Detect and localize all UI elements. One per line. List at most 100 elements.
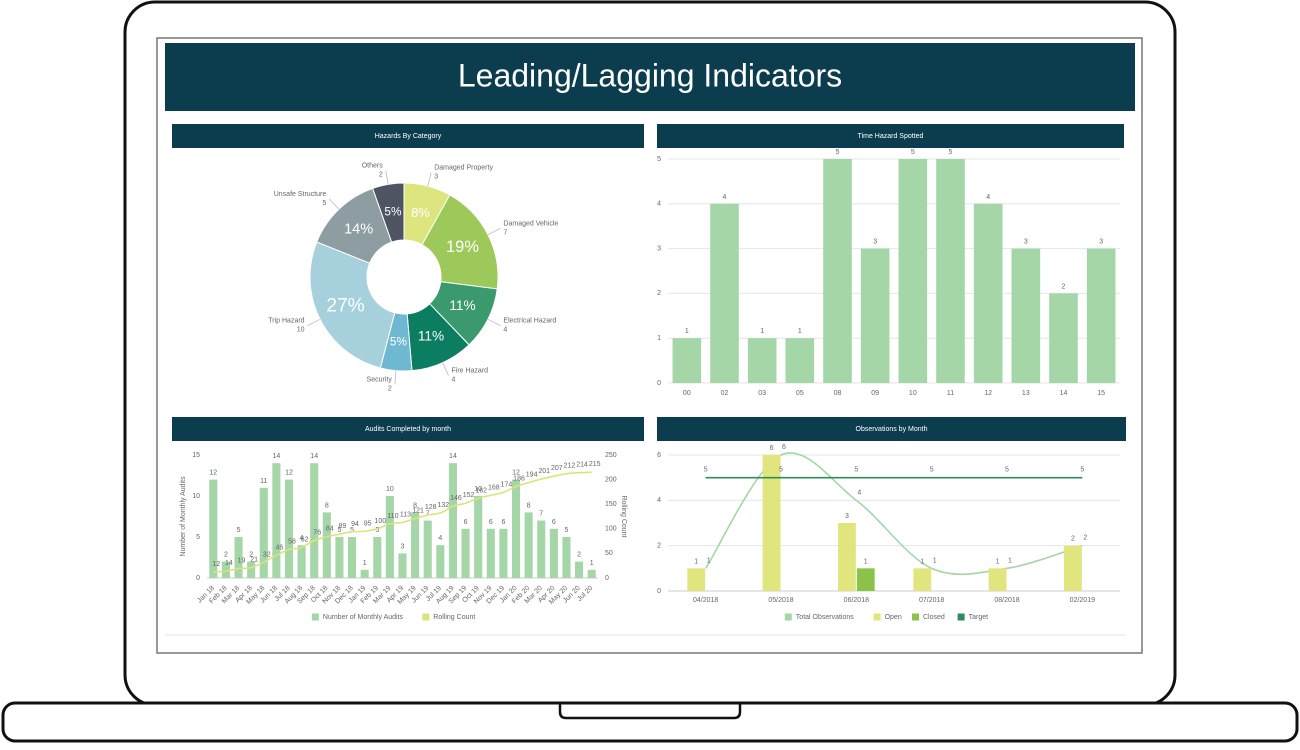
slice-count: 4 (451, 376, 455, 383)
line-value-label: 1 (1008, 557, 1012, 564)
bar-value-label: 2 (1062, 283, 1066, 290)
x-tick-label: 09 (871, 390, 879, 397)
bar-value-label: 4 (300, 535, 304, 542)
line-value-label: 215 (589, 461, 601, 468)
bar-value-label: 2 (249, 552, 253, 559)
slice-percent: 5% (390, 334, 408, 348)
slice-percent: 27% (326, 296, 364, 317)
leader-line (442, 362, 449, 376)
slice-count: 3 (434, 173, 438, 180)
bar-value-label: 8 (325, 502, 329, 509)
x-tick-label: 14 (1060, 390, 1068, 397)
bar (549, 528, 558, 578)
line-value-label: 5 (1005, 467, 1009, 474)
line-value-label: 214 (576, 462, 588, 469)
slice-name: Fire Hazard (451, 367, 488, 374)
y-tick-label: 15 (192, 452, 200, 459)
legend-swatch (422, 613, 430, 621)
bar (687, 568, 706, 591)
line-value-label: 212 (564, 463, 576, 470)
bar (785, 338, 815, 383)
leader-line (394, 370, 397, 385)
line-value-label: 89 (339, 523, 347, 530)
panel-title: Audits Completed by month (365, 426, 451, 433)
line-value-label: 110 (387, 513, 398, 520)
leader-line (385, 170, 389, 185)
panel-title: Observations by Month (856, 426, 928, 433)
leader-line (307, 318, 321, 326)
slice-name: Security (367, 377, 393, 384)
slice-percent: 11% (418, 328, 444, 343)
slice-count: 4 (503, 327, 507, 334)
line-value-label: 201 (538, 468, 550, 475)
y-tick-label: 2 (657, 543, 661, 550)
page-title: Leading/Lagging Indicators (458, 57, 842, 93)
bar-value-label: 11 (260, 478, 267, 485)
y-tick-label: 5 (657, 156, 661, 163)
line-value-label: 5 (779, 467, 783, 474)
bar (1086, 248, 1116, 383)
bar-value-label: 3 (873, 239, 877, 246)
panel-title: Hazards By Category (375, 133, 442, 140)
bar-value-label: 6 (770, 445, 774, 452)
y-tick-label: 0 (657, 380, 661, 387)
legend-swatch (912, 613, 919, 621)
bar-value-label: 3 (1024, 239, 1028, 246)
bar-value-label: 5 (375, 527, 379, 534)
bar-value-label: 1 (760, 328, 764, 335)
slice-percent: 5% (384, 205, 402, 219)
line-value-label: 132 (437, 502, 449, 509)
line-value-label: 1 (933, 557, 937, 564)
bar (448, 463, 457, 578)
bar (838, 523, 856, 591)
x-tick-label: 04/2018 (693, 597, 718, 604)
bar (1049, 293, 1078, 383)
bar-value-label: 12 (209, 470, 217, 477)
legend-swatch (957, 613, 965, 621)
bar (747, 338, 777, 383)
slice-count: 10 (297, 327, 305, 334)
bar (398, 553, 407, 578)
legend-label: Target (969, 614, 989, 621)
bar (860, 248, 890, 383)
line-value-label: 207 (551, 465, 563, 472)
legend-swatch (784, 613, 792, 621)
line-value-label: 128 (425, 504, 437, 511)
line-value-label: 84 (326, 526, 334, 533)
bar-value-label: 4 (986, 194, 990, 201)
line-value-label: 46 (275, 544, 283, 551)
bar-value-label: 5 (350, 527, 354, 534)
bar-value-label: 2 (577, 552, 581, 559)
y-tick-label: 4 (657, 497, 661, 504)
x-tick-label: 05/2018 (768, 597, 793, 604)
bar-value-label: 12 (512, 470, 520, 477)
legend-label: Number of Monthly Audits (323, 614, 404, 621)
line-value-label: 32 (263, 551, 271, 558)
bar (297, 545, 306, 578)
bar (898, 159, 928, 383)
bar (373, 537, 382, 578)
slice-percent: 14% (344, 222, 373, 238)
y-tick-label: 0 (196, 575, 200, 582)
x-tick-label: 08/2018 (994, 597, 1019, 604)
bar (461, 528, 470, 578)
bar-value-label: 3 (845, 513, 849, 520)
bar-value-label: 5 (337, 527, 341, 534)
bar (823, 159, 852, 383)
leader-line (328, 198, 340, 210)
bar-value-label: 2 (1071, 536, 1075, 543)
y-tick-label: 1 (657, 335, 661, 342)
y-tick-label: 250 (605, 452, 617, 459)
bar (335, 537, 344, 578)
bar (385, 496, 394, 578)
slice-percent: 8% (411, 205, 429, 220)
x-tick-label: 03 (758, 390, 766, 397)
bar-value-label: 2 (224, 552, 228, 559)
bar (511, 479, 521, 578)
line-value-label: 168 (488, 484, 500, 491)
x-tick-label: 05 (796, 390, 804, 397)
bar-value-label: 14 (272, 453, 280, 460)
x-tick-label: 02 (721, 390, 729, 397)
legend-label: Total Observations (796, 614, 854, 621)
y-tick-label: 5 (196, 534, 200, 541)
